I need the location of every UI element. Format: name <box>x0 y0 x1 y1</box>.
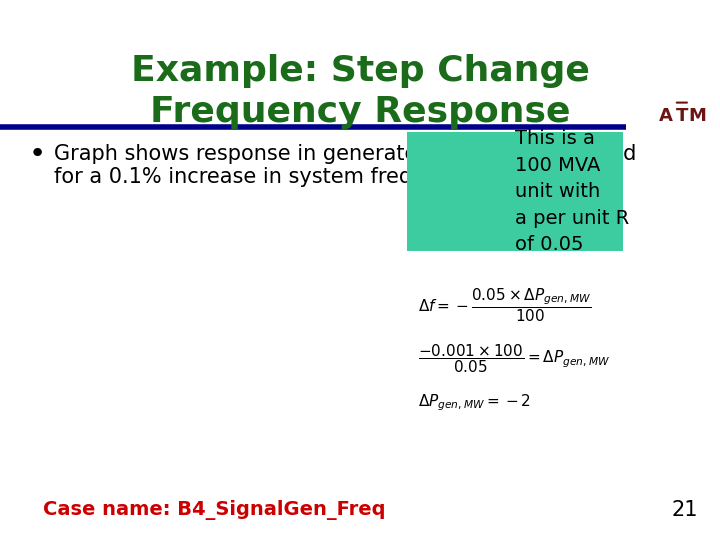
Text: 21: 21 <box>672 500 698 521</box>
Text: A: A <box>659 107 673 125</box>
Text: •: • <box>29 140 46 168</box>
Text: $\Delta P_{gen,MW} = -2$: $\Delta P_{gen,MW} = -2$ <box>418 392 531 413</box>
Text: Example: Step Change
Frequency Response: Example: Step Change Frequency Response <box>130 54 590 129</box>
FancyBboxPatch shape <box>407 132 623 251</box>
Text: Case name: B4_SignalGen_Freq: Case name: B4_SignalGen_Freq <box>43 500 386 521</box>
Text: T: T <box>675 107 688 125</box>
Text: This is a
100 MVA
unit with
a per unit R
of 0.05: This is a 100 MVA unit with a per unit R… <box>515 129 629 254</box>
Text: $\dfrac{-0.001 \times 100}{0.05} = \Delta P_{gen,MW}$: $\dfrac{-0.001 \times 100}{0.05} = \Delt… <box>418 343 610 375</box>
Text: Graph shows response in generator 4 output and speed: Graph shows response in generator 4 outp… <box>54 144 636 164</box>
Text: M: M <box>689 107 706 125</box>
Text: for a 0.1% increase in system frequency: for a 0.1% increase in system frequency <box>54 167 475 187</box>
Text: $\Delta f = -\dfrac{0.05 \times \Delta P_{gen,MW}}{100}$: $\Delta f = -\dfrac{0.05 \times \Delta P… <box>418 286 591 324</box>
